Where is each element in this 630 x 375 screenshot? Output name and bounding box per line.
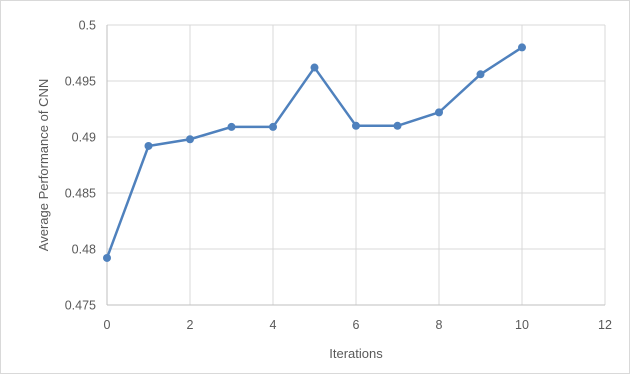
data-point	[269, 122, 277, 131]
gridlines	[107, 24, 606, 305]
data-point	[435, 108, 443, 117]
data-point	[352, 121, 360, 130]
data-point	[310, 63, 319, 72]
y-tick-label: 0.49	[72, 131, 96, 145]
x-tick-label: 6	[353, 318, 360, 332]
y-tick-label: 0.48	[72, 243, 96, 257]
data-point	[186, 135, 194, 144]
x-axis-title: Iterations	[329, 346, 383, 361]
data-point	[393, 121, 402, 130]
series-line	[105, 46, 523, 259]
y-tick-label: 0.485	[65, 187, 96, 201]
x-tick-label: 0	[104, 318, 111, 332]
x-tick-label: 2	[187, 318, 194, 332]
y-axis-title: Average Performance of CNN	[36, 79, 51, 251]
data-point	[144, 141, 153, 150]
data-point	[227, 122, 236, 131]
x-tick-label: 12	[598, 318, 612, 332]
x-tick-label: 4	[270, 318, 277, 332]
x-tick-label: 8	[436, 318, 443, 332]
data-point	[476, 70, 485, 79]
y-tick-label: 0.475	[65, 299, 96, 313]
y-tick-label: 0.495	[65, 75, 96, 89]
y-tick-label: 0.5	[79, 19, 96, 33]
tick-labels: 0.475 0.48 0.485 0.49 0.495 0.5 0 2 4 6 8 10 12	[65, 19, 612, 333]
data-series	[103, 43, 526, 262]
data-point	[103, 253, 111, 262]
data-point	[518, 43, 526, 52]
x-tick-label: 10	[515, 318, 529, 332]
